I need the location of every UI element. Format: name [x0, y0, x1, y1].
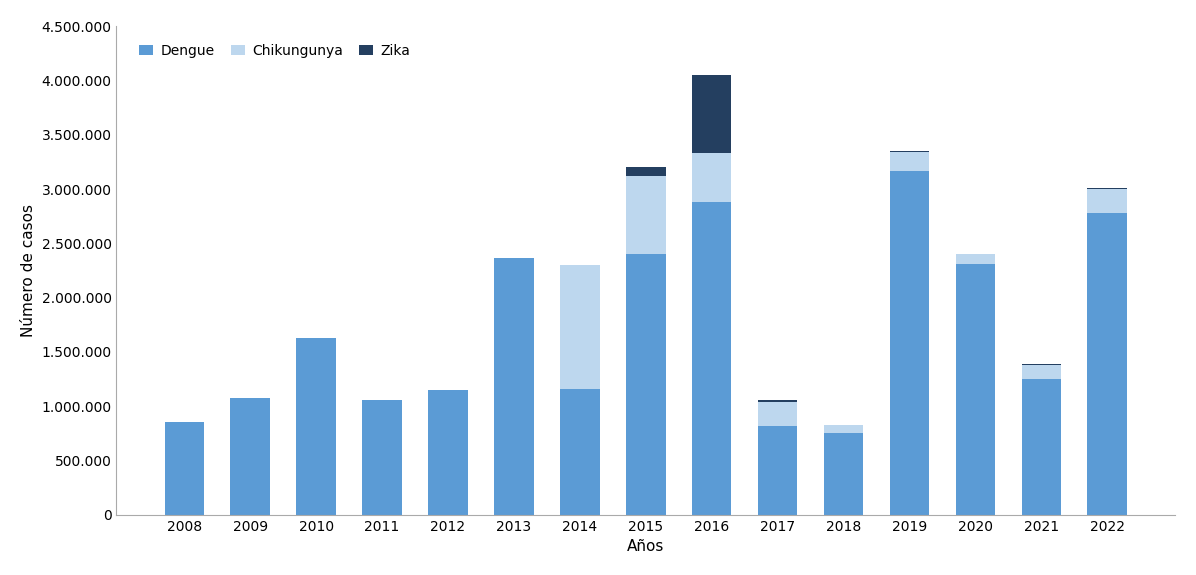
Bar — [362, 400, 402, 515]
Bar — [692, 202, 732, 515]
Bar — [890, 171, 929, 515]
Bar — [692, 154, 732, 202]
Bar — [231, 397, 270, 515]
Bar — [692, 75, 732, 154]
Bar — [428, 390, 468, 515]
Bar — [824, 425, 864, 434]
Bar — [890, 152, 929, 171]
Bar — [758, 426, 798, 515]
Bar — [626, 254, 665, 515]
Bar — [494, 258, 533, 515]
Y-axis label: Número de casos: Número de casos — [20, 204, 36, 337]
Bar — [1021, 379, 1061, 515]
Bar — [1021, 365, 1061, 379]
Bar — [560, 265, 599, 389]
Bar — [165, 423, 205, 515]
Bar — [956, 264, 995, 515]
Bar — [890, 151, 929, 152]
Bar — [758, 402, 798, 426]
Bar — [758, 400, 798, 402]
Bar — [626, 176, 665, 254]
Bar — [1087, 213, 1127, 515]
Legend: Dengue, Chikungunya, Zika: Dengue, Chikungunya, Zika — [134, 38, 416, 63]
Bar — [1087, 189, 1127, 213]
Bar — [626, 167, 665, 176]
Bar — [956, 254, 995, 264]
Bar — [560, 389, 599, 515]
X-axis label: Años: Años — [627, 539, 665, 554]
Bar — [297, 338, 336, 515]
Bar — [824, 434, 864, 515]
Bar — [1087, 187, 1127, 189]
